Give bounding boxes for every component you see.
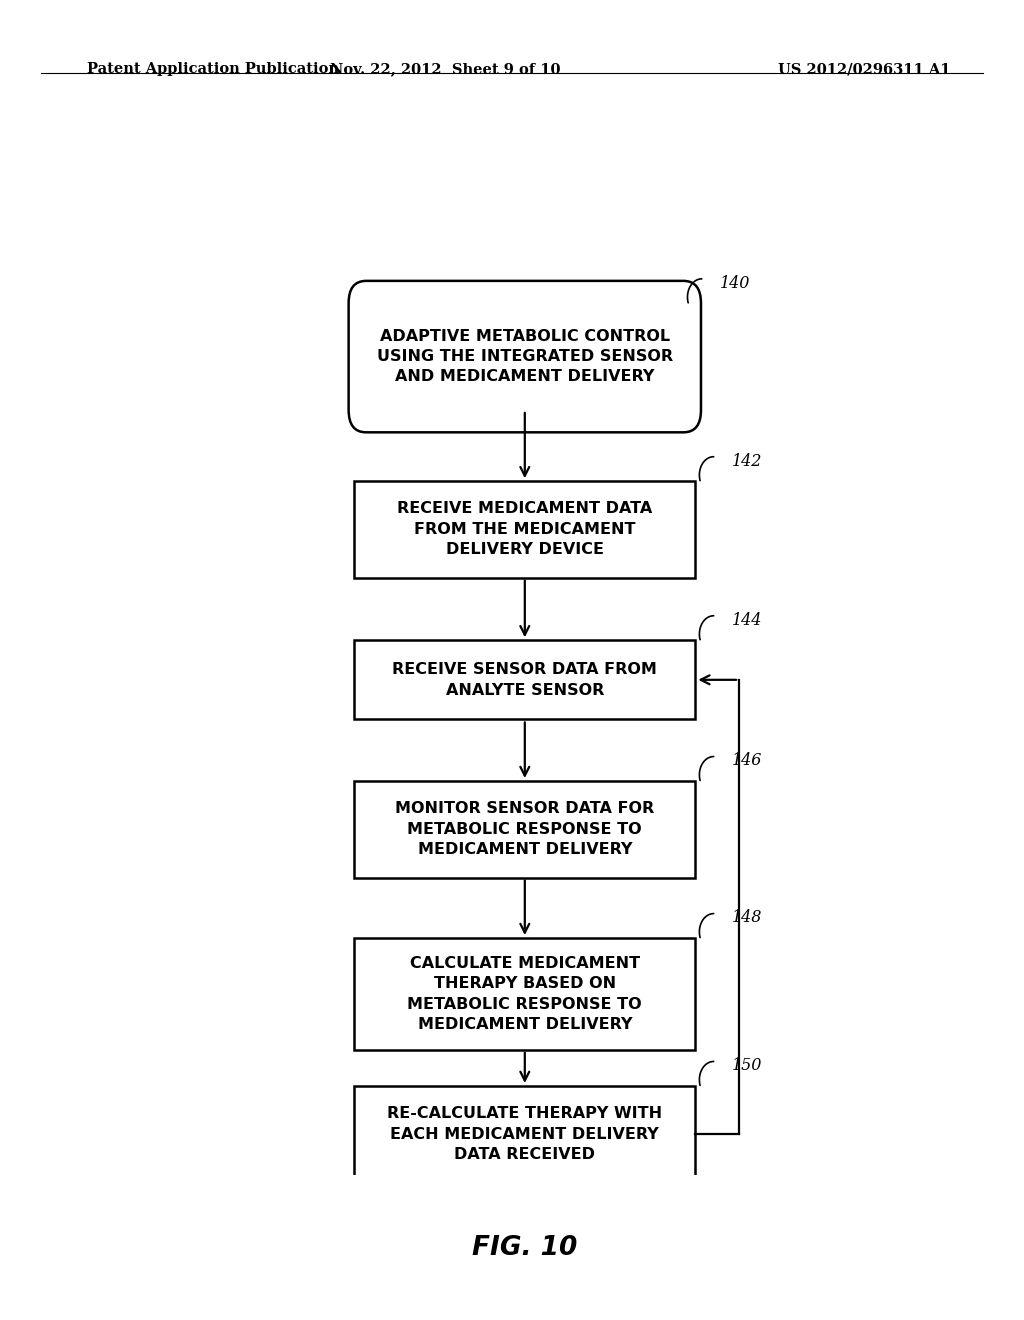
Text: US 2012/0296311 A1: US 2012/0296311 A1 [778, 62, 950, 77]
Text: Patent Application Publication: Patent Application Publication [87, 62, 339, 77]
Text: RE-CALCULATE THERAPY WITH
EACH MEDICAMENT DELIVERY
DATA RECEIVED: RE-CALCULATE THERAPY WITH EACH MEDICAMEN… [387, 1106, 663, 1162]
FancyBboxPatch shape [354, 640, 695, 719]
Text: 148: 148 [732, 909, 762, 927]
Text: CALCULATE MEDICAMENT
THERAPY BASED ON
METABOLIC RESPONSE TO
MEDICAMENT DELIVERY: CALCULATE MEDICAMENT THERAPY BASED ON ME… [408, 956, 642, 1032]
FancyBboxPatch shape [354, 781, 695, 878]
Text: 146: 146 [732, 752, 762, 770]
FancyBboxPatch shape [354, 1086, 695, 1183]
Text: MONITOR SENSOR DATA FOR
METABOLIC RESPONSE TO
MEDICAMENT DELIVERY: MONITOR SENSOR DATA FOR METABOLIC RESPON… [395, 801, 654, 857]
Text: ADAPTIVE METABOLIC CONTROL
USING THE INTEGRATED SENSOR
AND MEDICAMENT DELIVERY: ADAPTIVE METABOLIC CONTROL USING THE INT… [377, 329, 673, 384]
Text: RECEIVE MEDICAMENT DATA
FROM THE MEDICAMENT
DELIVERY DEVICE: RECEIVE MEDICAMENT DATA FROM THE MEDICAM… [397, 502, 652, 557]
Text: 140: 140 [720, 275, 751, 292]
Text: RECEIVE SENSOR DATA FROM
ANALYTE SENSOR: RECEIVE SENSOR DATA FROM ANALYTE SENSOR [392, 663, 657, 697]
Text: Nov. 22, 2012  Sheet 9 of 10: Nov. 22, 2012 Sheet 9 of 10 [330, 62, 561, 77]
Text: 150: 150 [732, 1057, 762, 1074]
Text: 142: 142 [732, 453, 762, 470]
Text: FIG. 10: FIG. 10 [472, 1236, 578, 1262]
FancyBboxPatch shape [354, 939, 695, 1049]
FancyBboxPatch shape [354, 480, 695, 578]
FancyBboxPatch shape [348, 281, 701, 433]
Text: 144: 144 [732, 611, 762, 628]
